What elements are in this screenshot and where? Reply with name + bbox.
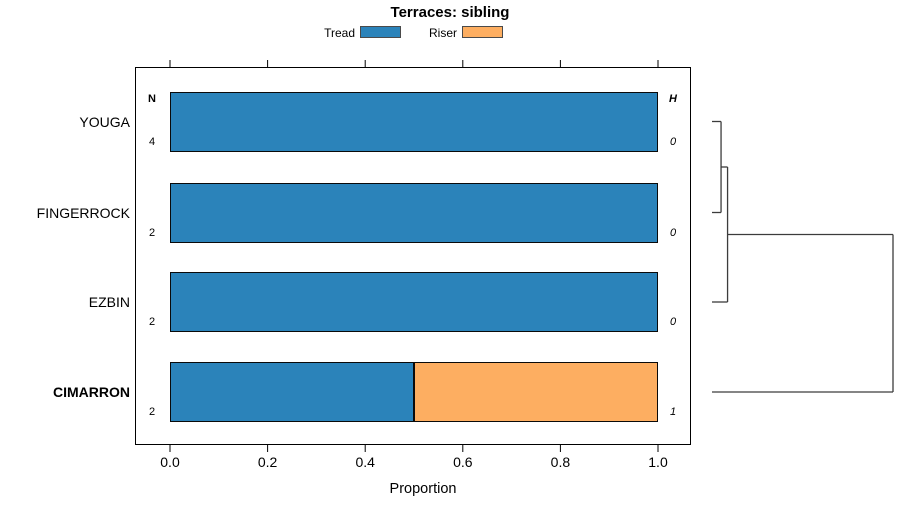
h-value: 0	[669, 226, 677, 239]
bar-segment-tread	[170, 91, 658, 152]
x-tick-label: 0.8	[550, 454, 571, 470]
legend-label-tread: Tread	[324, 26, 355, 40]
n-value: 4	[148, 135, 156, 148]
bar-segment-riser	[414, 362, 658, 422]
h-value: 1	[669, 406, 677, 418]
x-tick-label: 0.4	[355, 454, 375, 470]
h-value: 0	[669, 135, 677, 148]
chart-title: Terraces: sibling	[390, 4, 510, 21]
x-tick-label: 0.2	[257, 454, 278, 470]
bar-segment-tread	[170, 182, 658, 243]
x-tick-label: 0.6	[453, 454, 473, 470]
category-label-ezbin: EZBIN	[88, 294, 130, 310]
bar-segment-tread	[170, 272, 658, 332]
x-tick-label: 0.0	[160, 454, 180, 470]
category-label-cimarron: CIMARRON	[53, 384, 130, 400]
legend-label-riser: Riser	[428, 26, 457, 40]
bar-segment-tread	[170, 362, 414, 422]
legend-swatch-riser	[462, 26, 503, 38]
h-value: 0	[669, 316, 677, 328]
h-column-header: H	[669, 93, 677, 105]
n-value: 2	[148, 226, 156, 239]
x-tick-label: 1.0	[648, 454, 668, 470]
category-label-fingerrock: FINGERROCK	[36, 204, 130, 221]
x-axis-label: Proportion	[389, 481, 457, 497]
n-column-header: N	[148, 93, 156, 105]
legend-swatch-tread	[360, 26, 401, 38]
n-value: 2	[148, 316, 156, 328]
category-label-youga: YOUGA	[79, 113, 130, 130]
plot-frame	[135, 67, 691, 445]
n-value: 2	[148, 406, 156, 418]
